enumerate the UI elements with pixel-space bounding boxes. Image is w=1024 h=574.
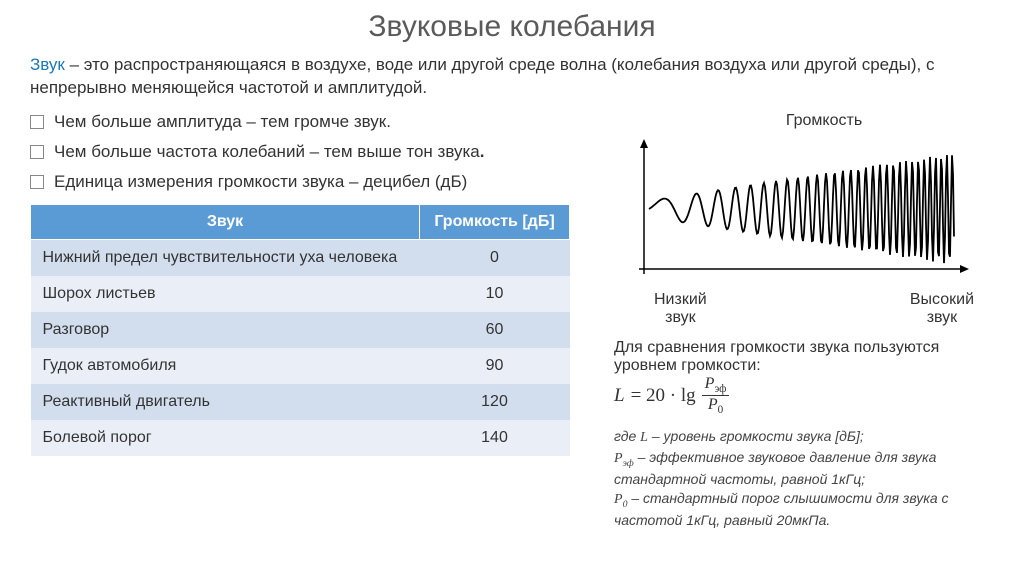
bullet-list: Чем больше амплитуда – тем громче звук. … <box>30 112 594 192</box>
table-row: Шорох листьев10 <box>31 276 570 312</box>
intro-paragraph: Звук – это распространяющаяся в воздухе,… <box>30 54 994 100</box>
table-row: Болевой порог140 <box>31 420 570 456</box>
fraction: Pэф P0 <box>702 375 730 417</box>
where-line: P0 – стандартный порог слышимости для зв… <box>614 489 994 530</box>
table-header: Звук <box>31 204 420 239</box>
intro-term: Звук <box>30 55 65 74</box>
table-row: Нижний предел чувствительности уха челов… <box>31 239 570 276</box>
table-cell: 120 <box>420 384 570 420</box>
chart-y-label: Громкость <box>614 112 994 130</box>
formula-legend: где L – уровень громкости звука [дБ]; Pэ… <box>614 427 994 530</box>
table-cell: 60 <box>420 312 570 348</box>
table-header: Громкость [дБ] <box>420 204 570 239</box>
table-cell: 10 <box>420 276 570 312</box>
table-cell: Болевой порог <box>31 420 420 456</box>
bullet-item: Единица измерения громкости звука – деци… <box>30 172 594 192</box>
table-cell: Разговор <box>31 312 420 348</box>
table-cell: Реактивный двигатель <box>31 384 420 420</box>
table-cell: 0 <box>420 239 570 276</box>
intro-rest: – это распространяющаяся в воздухе, воде… <box>30 55 934 97</box>
table-cell: Шорох листьев <box>31 276 420 312</box>
table-cell: Гудок автомобиля <box>31 348 420 384</box>
table-cell: 140 <box>420 420 570 456</box>
wave-chart: Громкость Низкийзвук Высокийзвук <box>614 112 994 327</box>
loudness-table: Звук Громкость [дБ] Нижний предел чувств… <box>30 204 570 456</box>
table-cell: Нижний предел чувствительности уха челов… <box>31 239 420 276</box>
compare-text: Для сравнения громкости звука пользуются… <box>614 339 994 417</box>
where-line: Pэф – эффективное звуковое давление для … <box>614 448 994 489</box>
table-cell: 90 <box>420 348 570 384</box>
table-row: Разговор60 <box>31 312 570 348</box>
wave-svg <box>614 134 974 284</box>
square-bullet-icon <box>30 115 44 129</box>
chart-x-low: Низкийзвук <box>654 291 707 327</box>
page-title: Звуковые колебания <box>30 10 994 44</box>
square-bullet-icon <box>30 175 44 189</box>
bullet-text: Единица измерения громкости звука – деци… <box>54 172 467 192</box>
square-bullet-icon <box>30 145 44 159</box>
bullet-text: Чем больше частота колебаний – тем выше … <box>54 142 484 162</box>
where-line: где L – уровень громкости звука [дБ]; <box>614 427 994 448</box>
table-row: Реактивный двигатель120 <box>31 384 570 420</box>
bullet-text: Чем больше амплитуда – тем громче звук. <box>54 112 391 132</box>
loudness-formula: L = 20 · lg Pэф P0 <box>614 375 994 417</box>
bullet-item: Чем больше амплитуда – тем громче звук. <box>30 112 594 132</box>
table-row: Гудок автомобиля90 <box>31 348 570 384</box>
chart-x-high: Высокийзвук <box>910 291 974 327</box>
bullet-item: Чем больше частота колебаний – тем выше … <box>30 142 594 162</box>
